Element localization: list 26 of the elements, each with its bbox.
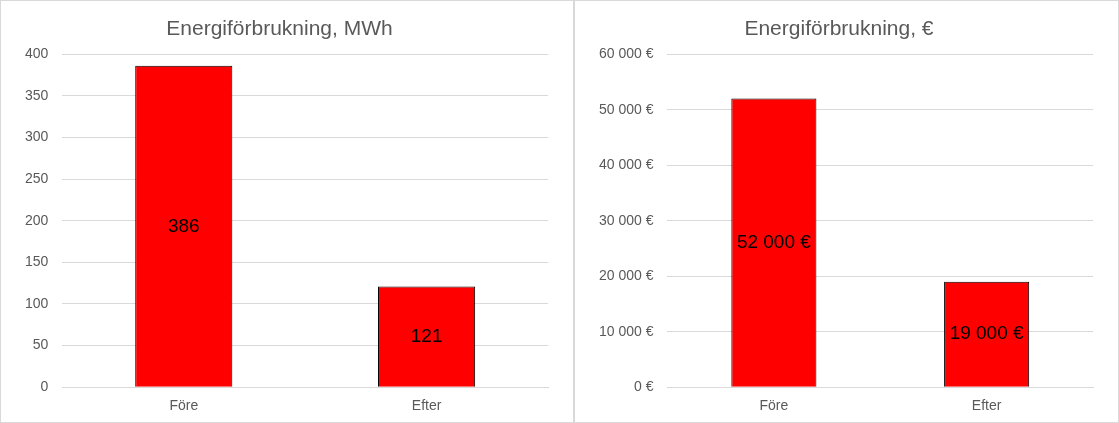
y-tick-label: 50 000 € xyxy=(599,100,654,117)
y-tick-label: 50 xyxy=(32,336,49,353)
y-tick-label: 0 € xyxy=(634,378,654,395)
data-label: 386 xyxy=(167,214,200,236)
y-tick-label: 300 xyxy=(25,128,49,145)
chart-title: Energiförbrukning, MWh xyxy=(166,16,393,40)
y-tick-label: 250 xyxy=(25,169,49,186)
x-tick-label: Före xyxy=(759,397,789,414)
y-tick-label: 20 000 € xyxy=(599,267,654,284)
y-tick-label: 10 000 € xyxy=(599,322,654,339)
y-tick-label: 200 xyxy=(25,211,49,228)
data-label: 52 000 € xyxy=(736,230,812,252)
x-tick-label: Före xyxy=(169,397,199,414)
y-tick-label: 350 xyxy=(25,86,49,103)
x-tick-label: Efter xyxy=(971,397,1002,414)
y-tick-label: 40 000 € xyxy=(599,156,654,173)
y-tick-label: 400 xyxy=(25,45,49,62)
y-tick-label: 100 xyxy=(25,294,49,311)
y-tick-label: 150 xyxy=(25,253,49,270)
chart-title: Energiförbrukning, € xyxy=(744,16,934,40)
y-tick-label: 30 000 € xyxy=(599,211,654,228)
y-tick-label: 0 xyxy=(40,378,49,395)
y-tick-label: 60 000 € xyxy=(599,45,654,62)
data-label: 19 000 € xyxy=(949,322,1025,344)
data-label: 121 xyxy=(410,324,443,346)
x-tick-label: Efter xyxy=(411,397,442,414)
